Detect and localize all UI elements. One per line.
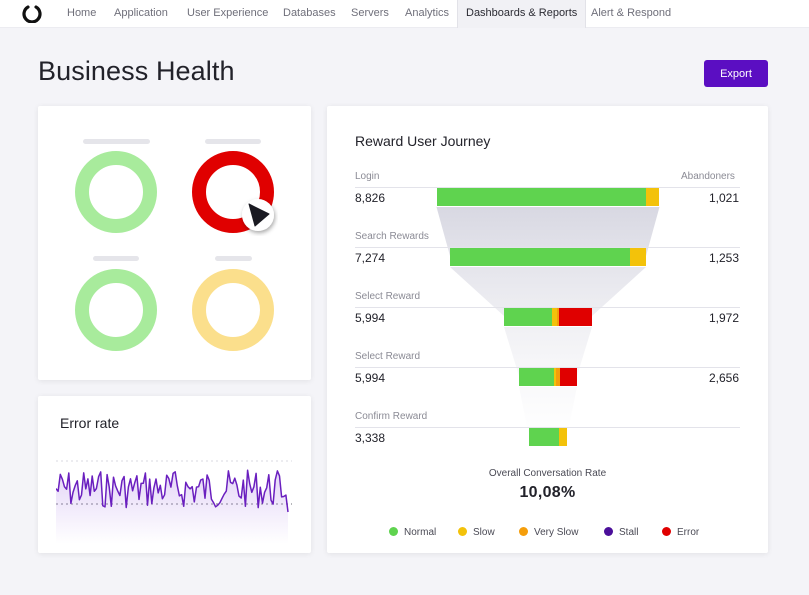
stage-abandoners: 1,972 — [708, 311, 739, 325]
stage-label: Search Rewards — [355, 231, 429, 242]
stage-label: Confirm Reward — [355, 411, 428, 422]
legend-item-error[interactable]: Error — [662, 527, 699, 538]
stage-value: 3,338 — [355, 431, 386, 445]
bar-segment-normal — [504, 308, 553, 326]
legend-label: Normal — [404, 527, 437, 538]
legend-label: Error — [677, 527, 700, 538]
bar-segment-slow — [646, 188, 660, 206]
top-navigation: Home Application User Experience Databas… — [0, 0, 809, 28]
bar-segment-normal — [450, 248, 631, 266]
bar-segment-normal — [436, 188, 647, 206]
stage-value: 7,274 — [355, 251, 386, 265]
stage-bar[interactable] — [450, 248, 646, 266]
stage-label: Login — [355, 171, 380, 182]
legend-dot — [458, 527, 467, 536]
overall-rate-label: Overall Conversation Rate — [488, 468, 607, 479]
legend-item-normal[interactable]: Normal — [389, 527, 436, 538]
nav-item-user-experience[interactable]: User Experience — [187, 7, 269, 19]
legend-dot — [389, 527, 398, 536]
stage-divider — [355, 367, 740, 368]
health-ring-2[interactable] — [191, 150, 275, 234]
error-rate-sparkline[interactable] — [56, 456, 296, 546]
journey-title: Reward User Journey — [355, 133, 491, 149]
legend-label: Slow — [473, 527, 495, 538]
stage-value: 8,826 — [355, 191, 386, 205]
stage-divider — [355, 247, 740, 248]
nav-item-dashboards-reports[interactable]: Dashboards & Reports — [457, 0, 587, 28]
legend-item-slow[interactable]: Slow — [458, 527, 495, 538]
ring-title-placeholder — [93, 256, 139, 261]
health-status-card — [38, 106, 311, 380]
stage-abandoners: 2,656 — [708, 371, 739, 385]
nav-item-home[interactable]: Home — [67, 7, 97, 19]
bar-segment-error — [559, 308, 592, 326]
ring-title-placeholder — [205, 139, 261, 144]
stage-label: Select Reward — [355, 351, 421, 362]
page-title: Business Health — [38, 56, 235, 86]
legend-dot — [519, 527, 528, 536]
mouse-cursor-icon — [242, 199, 274, 231]
stage-bar[interactable] — [529, 428, 567, 446]
health-ring-3[interactable] — [74, 268, 158, 352]
legend-dot — [662, 527, 671, 536]
stage-divider — [355, 427, 740, 428]
nav-item-alert-respond[interactable]: Alert & Respond — [591, 7, 672, 19]
bar-segment-error — [559, 368, 577, 386]
bar-segment-slow — [559, 428, 567, 446]
error-rate-card: Error rate — [38, 396, 311, 553]
bar-segment-very-slow — [556, 308, 560, 326]
bar-segment-slow — [630, 248, 646, 266]
abandoners-header: Abandoners — [681, 171, 735, 182]
legend-label: Very Slow — [534, 527, 579, 538]
nav-item-analytics[interactable]: Analytics — [405, 7, 450, 19]
stage-abandoners: 1,021 — [708, 191, 739, 205]
stage-label: Select Reward — [355, 291, 421, 302]
legend-item-very-slow[interactable]: Very Slow — [519, 527, 578, 538]
nav-item-servers[interactable]: Servers — [351, 7, 389, 19]
health-ring-4[interactable] — [191, 268, 275, 352]
stage-divider — [355, 187, 740, 188]
reward-user-journey-card: Reward User Journey Abandoners Login 8,82… — [327, 106, 768, 553]
nav-item-application[interactable]: Application — [114, 7, 168, 19]
bar-segment-normal — [529, 428, 560, 446]
stage-abandoners: 1,253 — [708, 251, 739, 265]
bar-segment-normal — [519, 368, 554, 386]
health-ring-1[interactable] — [74, 150, 158, 234]
nav-item-databases[interactable]: Databases — [283, 7, 336, 19]
stage-bar[interactable] — [436, 188, 660, 206]
stage-bar[interactable] — [504, 308, 592, 326]
ring-title-placeholder — [83, 139, 150, 144]
bar-segment-very-slow — [556, 368, 560, 386]
stage-value: 5,994 — [355, 371, 386, 385]
ring-title-placeholder — [215, 256, 252, 261]
overall-rate-value: 10,08% — [519, 484, 576, 501]
export-button[interactable]: Export — [704, 60, 768, 87]
stage-divider — [355, 307, 740, 308]
error-rate-title: Error rate — [60, 415, 120, 431]
bar-segment-slow — [553, 368, 557, 386]
legend-label: Stall — [619, 527, 639, 538]
legend-dot — [604, 527, 613, 536]
stage-bar[interactable] — [519, 368, 577, 386]
stage-value: 5,994 — [355, 311, 386, 325]
legend-item-stall[interactable]: Stall — [604, 527, 638, 538]
bar-segment-slow — [552, 308, 557, 326]
brand-logo-icon[interactable] — [22, 3, 42, 23]
